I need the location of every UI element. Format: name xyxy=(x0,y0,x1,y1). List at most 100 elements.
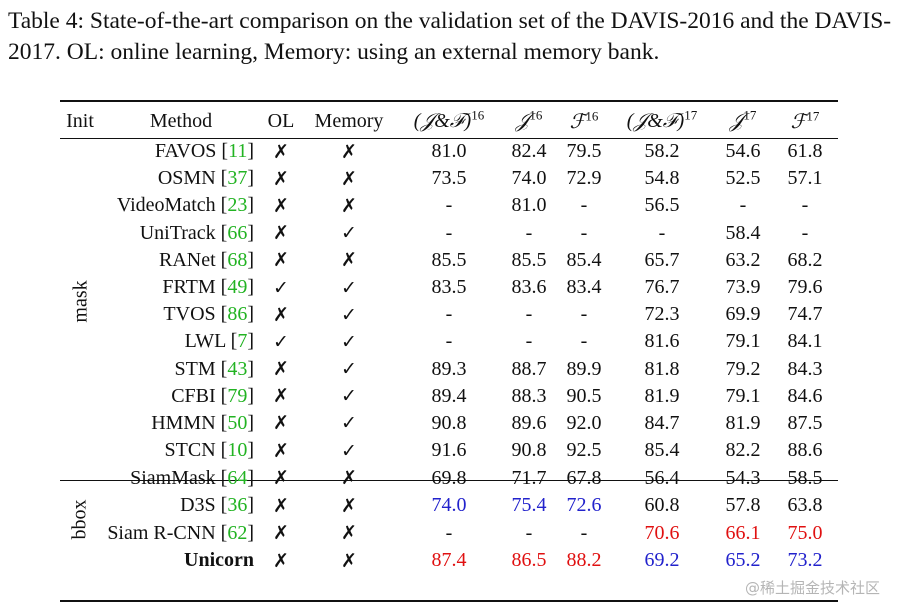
cell-jf16: - xyxy=(445,194,453,217)
cell-jf16: - xyxy=(445,303,453,326)
cell-j16: 81.0 xyxy=(511,194,547,217)
method-cell: RANet [68] xyxy=(158,248,254,271)
cell-f17: 68.2 xyxy=(787,248,823,271)
cell-j16: 88.7 xyxy=(511,357,547,380)
cell-f16: - xyxy=(580,221,588,244)
cell-jf16: 91.6 xyxy=(431,439,467,462)
method-name: FAVOS xyxy=(154,140,217,163)
method-cell: Unicorn xyxy=(100,547,262,575)
citation-link[interactable]: 7 xyxy=(237,330,248,353)
cell-j16: - xyxy=(525,221,533,244)
citation-link[interactable]: 10 xyxy=(227,439,248,462)
comparison-table: Init Method OL Memory (𝒥&ℱ)16 𝒥16 ℱ16 (𝒥… xyxy=(60,104,838,574)
cell-j17: 58.4 xyxy=(725,221,761,244)
method-cell: SiamMask [64] xyxy=(130,466,254,489)
method-name: HMMN xyxy=(151,411,216,434)
group-label-text: mask xyxy=(69,280,92,323)
method-name: VideoMatch xyxy=(116,194,216,217)
cell-ol: ✗ xyxy=(273,222,289,245)
citation-link[interactable]: 66 xyxy=(227,221,248,244)
bbox-group: bbox SiamMask [64] ✗ ✗ 69.8 71.7 67.8 56.4 54.3 5… xyxy=(60,464,838,574)
cell-ol: ✗ xyxy=(273,494,289,517)
cell-ol: ✗ xyxy=(273,249,289,272)
table-caption: Table 4: State-of-the-art comparison on … xyxy=(8,8,892,65)
cell-j16: 85.5 xyxy=(511,248,547,271)
citation-link[interactable]: 43 xyxy=(227,357,248,380)
cell-jf16: - xyxy=(445,521,453,544)
citation-link[interactable]: 79 xyxy=(227,384,248,407)
citation-link[interactable]: 36 xyxy=(227,494,248,516)
cell-j16: - xyxy=(525,303,533,326)
citation-link[interactable]: 62 xyxy=(227,521,248,544)
cell-f17: 84.6 xyxy=(787,384,823,407)
method-cell: LWL [7] xyxy=(184,330,254,353)
citation-link[interactable]: 86 xyxy=(227,303,248,326)
method-cell: HMMN [50] xyxy=(151,411,254,434)
cell-j17: 52.5 xyxy=(725,167,761,190)
cell-f17: 58.5 xyxy=(787,466,823,489)
cell-jf17: 56.4 xyxy=(644,466,680,489)
cell-f16: 83.4 xyxy=(566,276,602,299)
header-jf17: (𝒥&ℱ)17 xyxy=(626,106,698,132)
cell-jf16: 69.8 xyxy=(431,466,467,489)
citation-link[interactable]: 49 xyxy=(227,276,248,299)
cell-memory: ✗ xyxy=(341,194,357,217)
method-cell: Siam R-CNN [62] xyxy=(107,521,254,544)
table-row: LWL [7] ✓ ✓ - - - 81.6 79.1 84.1 xyxy=(60,328,838,355)
cell-jf16: 74.0 xyxy=(431,494,467,516)
method-name: CFBI xyxy=(171,384,216,407)
cell-j17: 79.1 xyxy=(725,384,761,407)
citation-link[interactable]: 23 xyxy=(227,194,248,217)
cell-f17: - xyxy=(801,194,809,217)
table-row: HMMN [50] ✗ ✓ 90.8 89.6 92.0 84.7 81.9 87.5 xyxy=(60,410,838,437)
cell-ol: ✗ xyxy=(273,167,289,190)
table-row: VideoMatch [23] ✗ ✗ - 81.0 - 56.5 - - xyxy=(60,192,838,219)
cell-ol: ✗ xyxy=(273,549,289,572)
cell-f16: - xyxy=(580,303,588,326)
cell-j17: 79.2 xyxy=(725,357,761,380)
table-row: Unicorn ✗ ✗ 87.4 86.5 88.2 69.2 65.2 73.2 xyxy=(60,547,838,575)
cell-jf16: 89.4 xyxy=(431,384,467,407)
method-cell: OSMN [37] xyxy=(157,167,254,190)
citation-link[interactable]: 50 xyxy=(227,411,248,434)
method-name: STM xyxy=(174,357,216,380)
cell-jf16: 85.5 xyxy=(431,248,467,271)
table-row: OSMN [37] ✗ ✗ 73.5 74.0 72.9 54.8 52.5 57.1 xyxy=(60,165,838,192)
header-ol: OL xyxy=(267,109,295,132)
method-name: LWL xyxy=(184,330,226,353)
method-cell: D3S [36] xyxy=(180,494,254,516)
method-cell: FAVOS [11] xyxy=(154,140,254,163)
cell-j16: 74.0 xyxy=(511,167,547,190)
table-row: CFBI [79] ✗ ✓ 89.4 88.3 90.5 81.9 79.1 84.6 xyxy=(60,383,838,410)
citation-link[interactable]: 11 xyxy=(228,140,248,163)
citation-link[interactable]: 37 xyxy=(227,167,248,190)
cell-j16: 83.6 xyxy=(511,276,547,299)
cell-j17: 57.8 xyxy=(725,494,761,516)
cell-jf17: 65.7 xyxy=(644,248,680,271)
cell-j17: 66.1 xyxy=(725,521,761,544)
citation-link[interactable]: 68 xyxy=(227,248,248,271)
cell-jf16: - xyxy=(445,330,453,353)
method-name: STCN xyxy=(164,439,216,462)
table-row: mask FAVOS [11] ✗ ✗ 81.0 82.4 79.5 58.2 54.6 61.8 xyxy=(60,138,838,322)
header-j17: 𝒥17 xyxy=(729,106,757,132)
cell-ol: ✗ xyxy=(273,439,289,462)
header-j16: 𝒥16 xyxy=(515,106,543,132)
method-cell: CFBI [79] xyxy=(171,384,254,407)
method-name: FRTM xyxy=(162,276,216,299)
cell-jf16: 90.8 xyxy=(431,411,467,434)
method-cell: STCN [10] xyxy=(164,439,254,462)
cell-f16: - xyxy=(580,330,588,353)
cell-jf17: 60.8 xyxy=(644,494,680,516)
method-name: UniTrack xyxy=(139,221,216,244)
cell-f16: - xyxy=(580,194,588,217)
cell-f16: 88.2 xyxy=(566,549,602,571)
citation-link[interactable]: 64 xyxy=(227,466,248,489)
watermark: @稀土掘金技术社区 xyxy=(744,579,880,597)
cell-j17: 82.2 xyxy=(725,439,761,462)
cell-ol: ✓ xyxy=(273,330,289,353)
cell-memory: ✓ xyxy=(341,358,357,381)
cell-jf17: 54.8 xyxy=(644,167,680,190)
table-row: TVOS [86] ✗ ✓ - - - 72.3 69.9 74.7 xyxy=(60,301,838,328)
cell-memory: ✓ xyxy=(341,330,357,353)
